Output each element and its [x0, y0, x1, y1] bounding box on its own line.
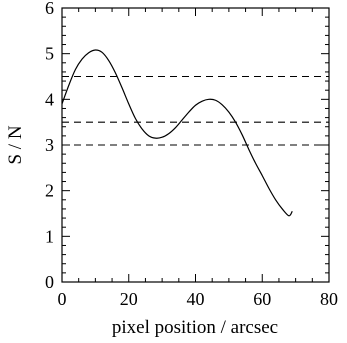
y-axis: 0 1 2 3 4 5 6: [45, 0, 329, 292]
y-axis-label: S / N: [5, 125, 26, 164]
series-line-0: [61, 49, 293, 217]
y-tick-label: 1: [45, 226, 54, 246]
y-tick-label: 4: [45, 89, 54, 109]
threshold-lines: [62, 75, 329, 146]
y-tick-label: 6: [45, 0, 54, 18]
x-tick-label: 60: [253, 289, 271, 309]
y-tick-label: 0: [45, 272, 54, 292]
y-tick-label: 5: [45, 44, 54, 64]
series-group: [61, 49, 293, 217]
x-axis-label: pixel position / arcsec: [112, 317, 278, 338]
x-axis: 0 20 40 60 80: [58, 8, 338, 309]
x-tick-label: 40: [187, 289, 205, 309]
y-tick-label: 2: [45, 181, 54, 201]
x-tick-label: 20: [120, 289, 138, 309]
y-tick-label: 3: [45, 135, 54, 155]
x-tick-label: 80: [320, 289, 338, 309]
x-tick-label: 0: [58, 289, 67, 309]
